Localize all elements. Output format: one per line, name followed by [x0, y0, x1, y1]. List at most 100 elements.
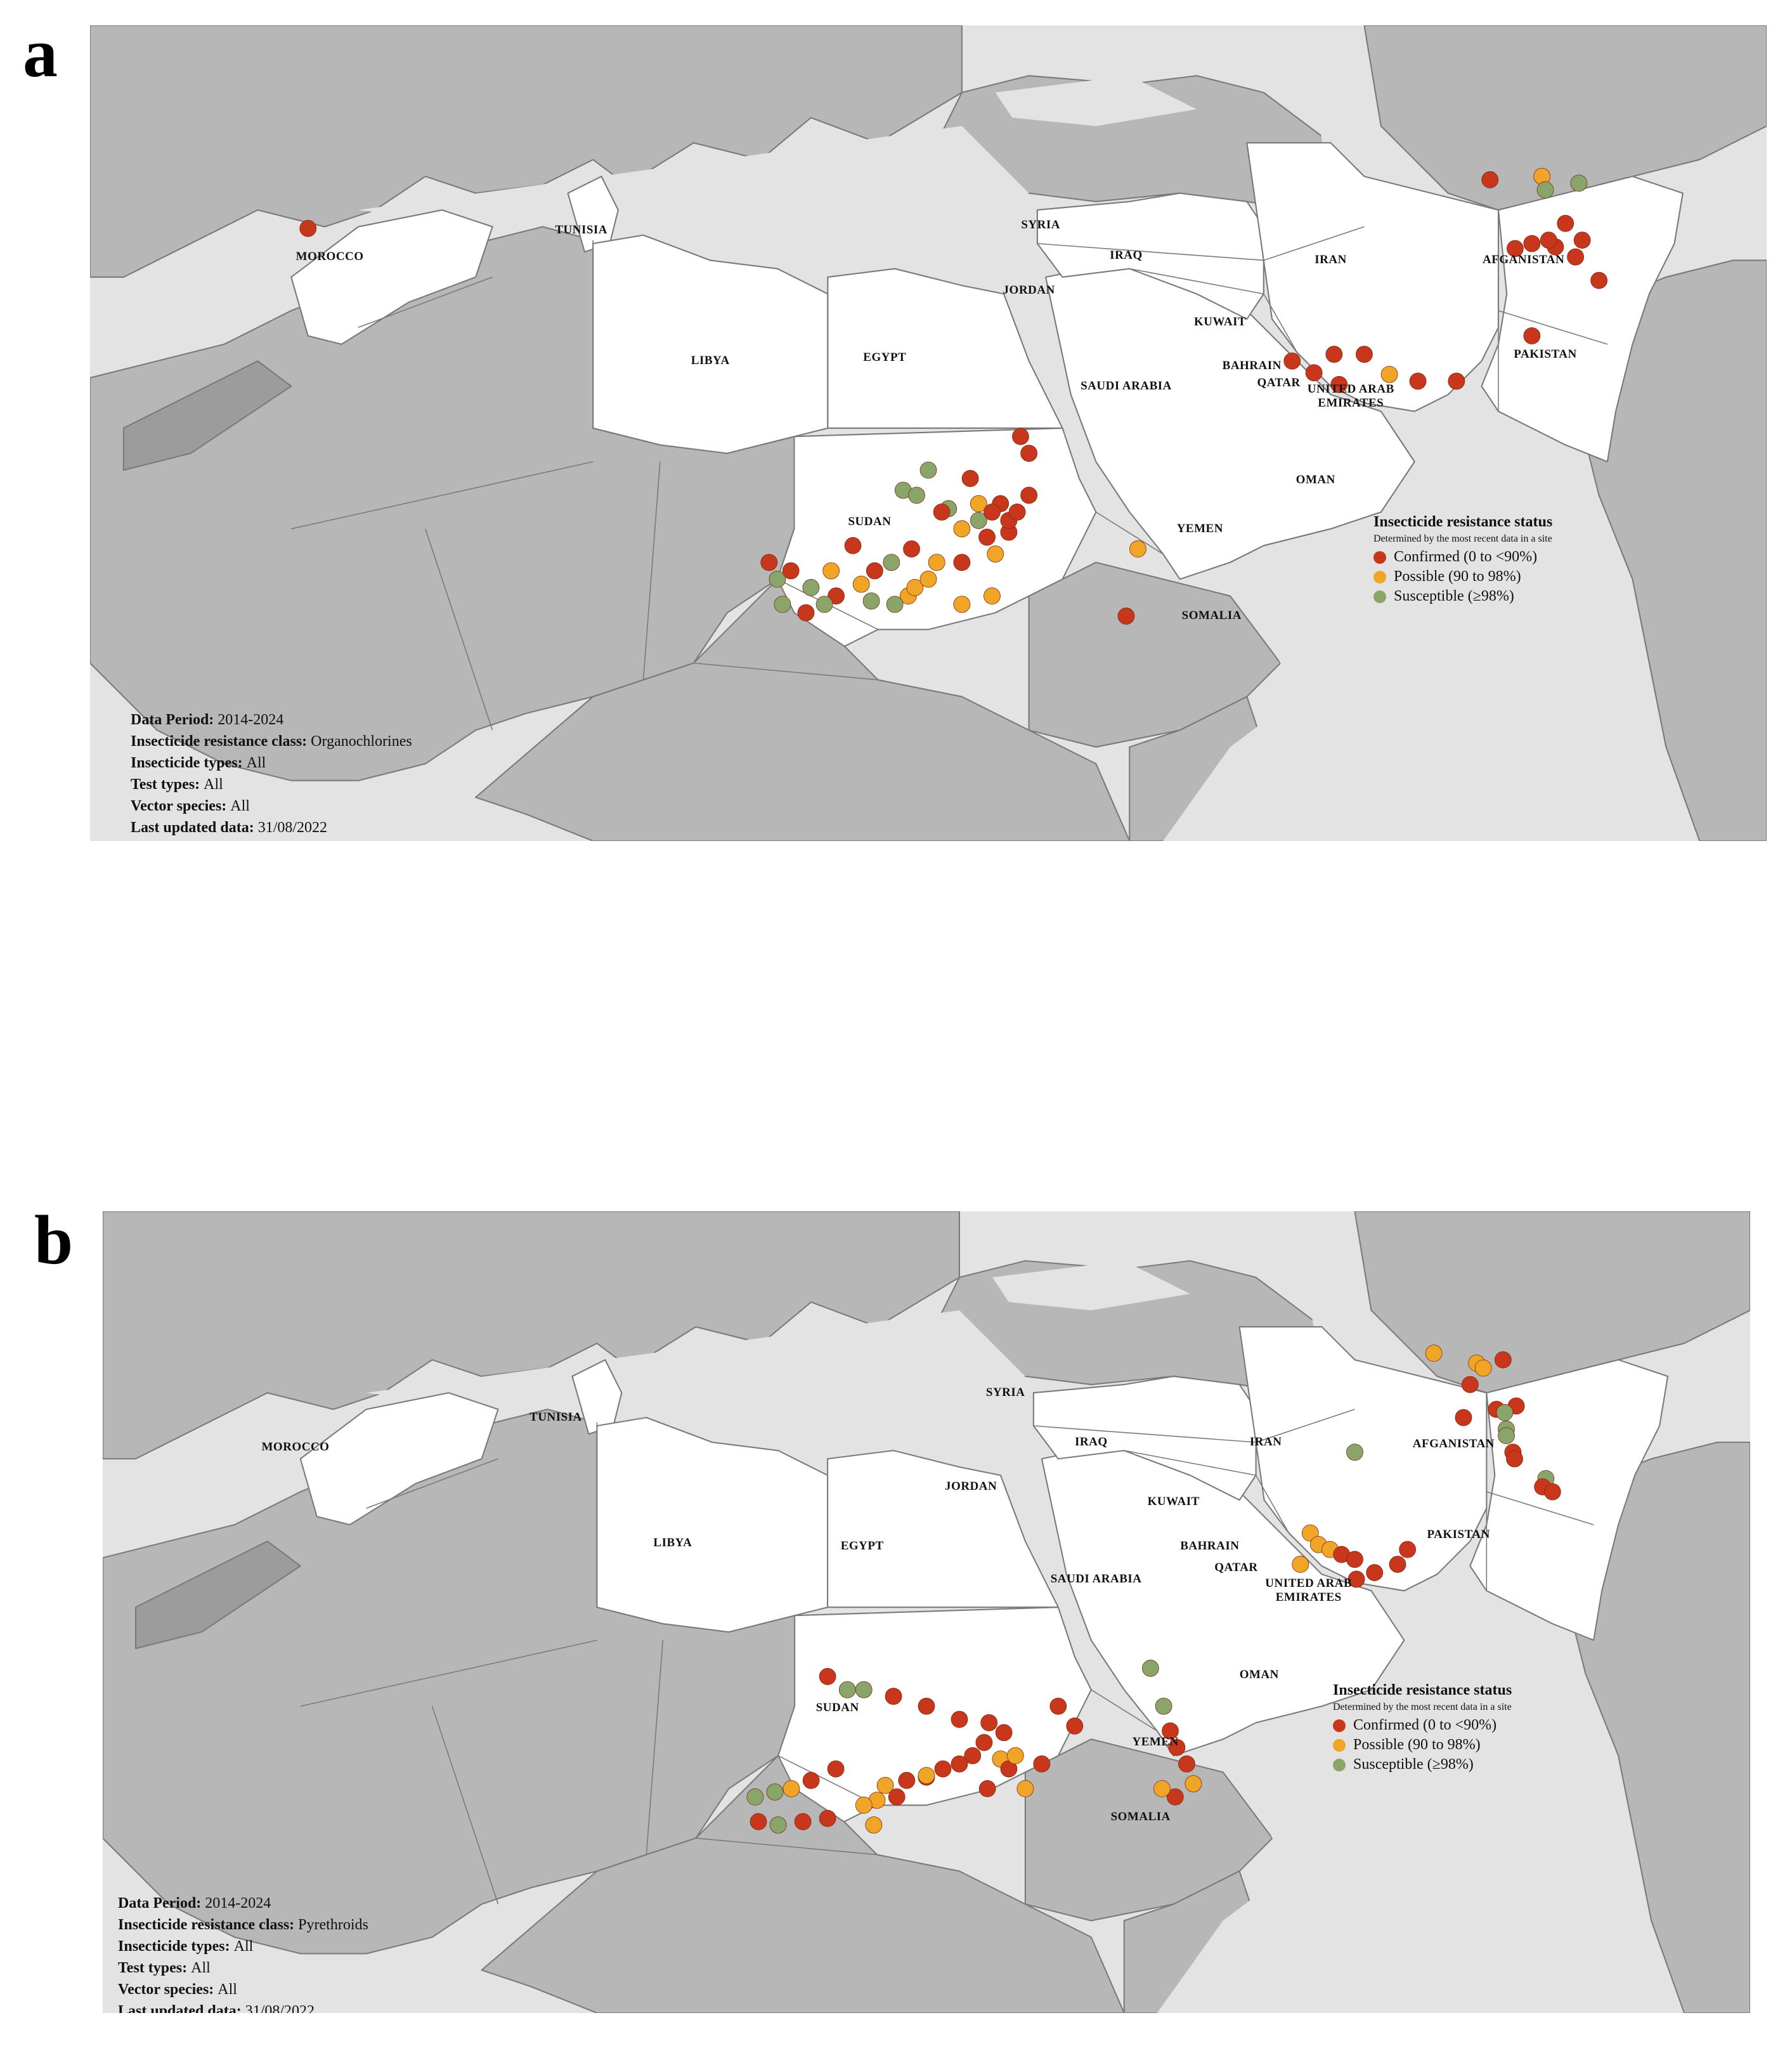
country-label: LIBYA: [653, 1535, 692, 1549]
country-border: [291, 461, 594, 530]
country-border: [1037, 243, 1264, 261]
site-marker: [1506, 1450, 1523, 1468]
legend-label: Susceptible (≥98%): [1353, 1756, 1474, 1773]
legend: Insecticide resistance status Determined …: [1333, 1682, 1512, 1773]
metadata-row: Vector species: All: [131, 795, 412, 817]
site-marker: [919, 461, 937, 479]
legend: Insecticide resistance status Determined …: [1373, 514, 1552, 605]
country-label: TUNISIA: [529, 1411, 582, 1424]
site-marker: [1399, 1541, 1417, 1558]
metadata-key: Insecticide types:: [118, 1938, 234, 1955]
country-border: [1486, 1491, 1594, 1525]
land-region: [1246, 142, 1500, 412]
country-label: IRAQ: [1110, 248, 1143, 262]
metadata-key: Data Period:: [131, 712, 218, 728]
site-marker: [1409, 372, 1427, 390]
metadata-value: 31/08/2022: [245, 2003, 315, 2013]
metadata-row: Last updated data: 31/08/2022: [131, 817, 412, 838]
country-label: AFGANISTAN: [1412, 1437, 1495, 1450]
site-marker: [886, 596, 904, 613]
metadata-row: Insecticide resistance class: Organochlo…: [131, 731, 412, 752]
country-label: LIBYA: [691, 354, 730, 368]
metadata-row: Data Period: 2014-2024: [131, 709, 412, 731]
country-label: QATAR: [1214, 1560, 1258, 1574]
land-disputed: [122, 360, 292, 471]
site-marker: [802, 579, 820, 596]
metadata-row: Insecticide types: All: [131, 752, 412, 774]
land-region: [827, 268, 1063, 429]
site-marker: [1590, 271, 1607, 289]
legend-title: Insecticide resistance status: [1373, 514, 1553, 530]
metadata-row: Test types: All: [118, 1957, 368, 1979]
country-border: [1124, 1450, 1256, 1476]
land-other: [1568, 1442, 1750, 2013]
metadata-value: Organochlorines: [311, 733, 412, 750]
site-marker: [885, 1688, 902, 1705]
metadata-key: Test types:: [118, 1960, 192, 1977]
site-marker: [984, 587, 1001, 605]
site-marker: [1066, 1717, 1084, 1735]
metadata-key: Vector species:: [131, 798, 231, 815]
site-marker: [819, 1668, 836, 1685]
country-label: UNITED ARAB EMIRATES: [1265, 1577, 1353, 1605]
land-region: [1238, 1326, 1488, 1592]
site-marker: [1536, 181, 1554, 199]
country-label: SUDAN: [815, 1700, 859, 1714]
panel-b-map: MOROCCO TUNISIA LIBYA EGYPT SYRIA IRAQ JORDAN I…: [103, 1211, 1750, 2013]
country-border: [425, 528, 493, 731]
site-marker: [1141, 1660, 1159, 1677]
site-marker: [888, 1788, 906, 1806]
site-marker: [1129, 540, 1146, 557]
site-marker: [1474, 1359, 1492, 1377]
site-marker: [769, 1816, 787, 1834]
site-marker: [1033, 1755, 1051, 1773]
site-marker: [919, 570, 937, 588]
country-border: [1498, 310, 1608, 345]
country-border: [693, 662, 878, 681]
country-border: [1029, 562, 1096, 597]
site-marker: [1008, 503, 1026, 521]
site-marker: [746, 1788, 764, 1806]
site-marker: [1481, 171, 1499, 188]
site-marker: [1020, 486, 1038, 504]
country-border: [1095, 511, 1164, 555]
site-marker: [822, 562, 840, 580]
legend-subtitle: Determined by the most recent data in a …: [1333, 1702, 1512, 1712]
land-other: [481, 1755, 1125, 2013]
metadata-value: All: [246, 755, 266, 772]
site-marker: [908, 486, 925, 504]
country-border: [366, 1458, 498, 1509]
site-marker: [1185, 1775, 1202, 1792]
site-marker: [953, 596, 971, 613]
site-marker: [1347, 1570, 1365, 1588]
country-border: [431, 1706, 499, 1905]
legend-subtitle: Determined by the most recent data in a …: [1373, 533, 1552, 544]
country-border: [795, 1606, 1058, 1616]
sea-area: [1314, 75, 1365, 177]
site-marker: [951, 1710, 968, 1728]
country-label: EGYPT: [840, 1539, 884, 1553]
country-border: [1256, 1409, 1355, 1443]
country-border: [1129, 268, 1264, 295]
site-marker: [1543, 1483, 1561, 1501]
site-marker: [1455, 1409, 1472, 1426]
metadata-row: Insecticide resistance class: Pyrethroid…: [118, 1914, 368, 1936]
legend-item-confirmed: Confirmed (0 to <90%): [1333, 1717, 1512, 1734]
country-border: [1263, 226, 1365, 261]
site-marker: [1346, 1443, 1363, 1461]
site-marker: [978, 528, 996, 546]
land-region: [567, 176, 619, 253]
map-metadata: Data Period: 2014-2024 Insecticide resist…: [118, 1893, 368, 2013]
site-marker: [1020, 445, 1038, 462]
legend-title: Insecticide resistance status: [1333, 1682, 1512, 1698]
site-marker: [898, 1771, 916, 1789]
legend-dot-icon: [1373, 551, 1386, 564]
country-label: SAUDI ARABIA: [1081, 379, 1172, 393]
site-marker: [906, 579, 924, 596]
country-label: IRAN: [1249, 1435, 1282, 1449]
metadata-row: Test types: All: [131, 774, 412, 795]
metadata-value: All: [191, 1960, 211, 1977]
panel-a-letter: a: [23, 14, 58, 91]
country-label: BAHRAIN: [1222, 359, 1282, 373]
country-label: IRAQ: [1074, 1435, 1108, 1449]
